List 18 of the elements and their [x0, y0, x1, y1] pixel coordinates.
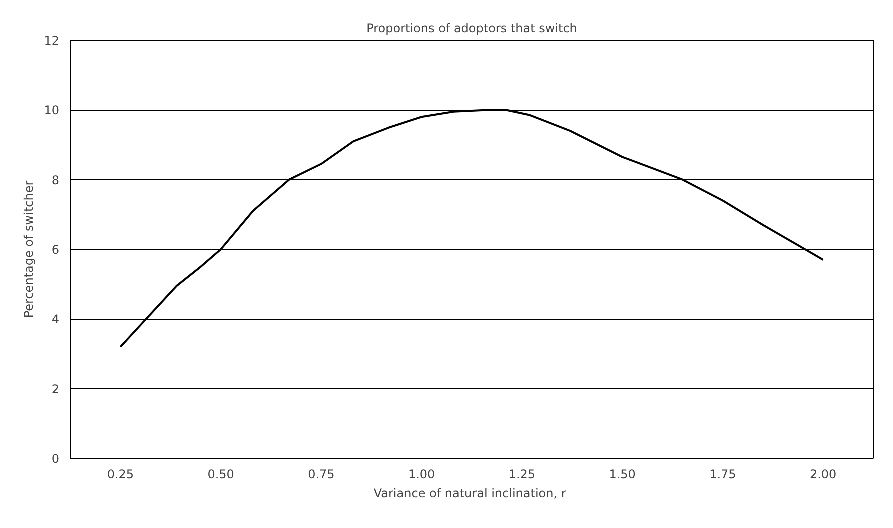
- y-tick-label: 6: [52, 243, 60, 257]
- y-tick-label: 4: [52, 312, 60, 327]
- y-axis-title: Percentage of switcher: [22, 180, 36, 318]
- x-tick-label: 0.50: [208, 468, 234, 482]
- y-tick-label: 10: [44, 104, 60, 118]
- y-tick-label: 0: [52, 452, 60, 466]
- x-tick-label: 1.50: [609, 468, 636, 482]
- x-tick-label: 0.25: [107, 468, 134, 482]
- chart-title: Proportions of adoptors that switch: [366, 22, 578, 36]
- y-tick-label: 12: [44, 34, 60, 48]
- x-tick-label: 1.25: [508, 468, 536, 482]
- y-tick-label: 2: [52, 382, 60, 396]
- x-tick-label: 1.75: [710, 468, 736, 482]
- x-axis-title: Variance of natural inclination, r: [374, 486, 566, 500]
- y-tick-label: 8: [52, 173, 60, 188]
- x-tick-label: 0.75: [308, 468, 335, 482]
- x-tick-label: 1.00: [408, 468, 436, 482]
- x-tick-label: 2.00: [810, 468, 837, 482]
